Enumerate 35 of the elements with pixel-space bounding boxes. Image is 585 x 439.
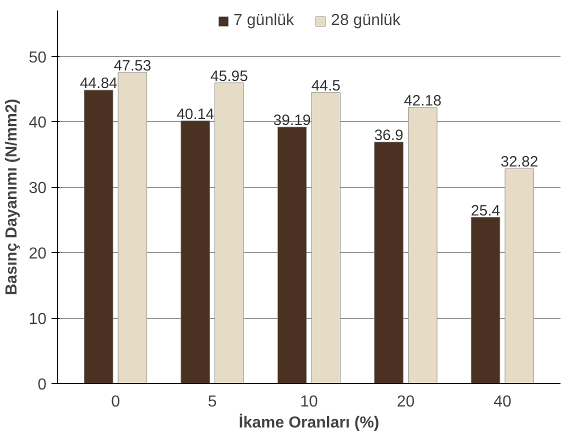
legend-label: 28 günlük — [331, 12, 400, 30]
bar — [311, 92, 341, 384]
data-label: 45.95 — [210, 68, 248, 85]
x-axis-title: İkame Oranları (%) — [238, 414, 380, 432]
data-label: 40.14 — [176, 106, 214, 123]
bar — [118, 72, 148, 384]
x-tick-label: 0 — [111, 394, 120, 410]
data-label: 32.82 — [500, 154, 538, 171]
y-tick-label: 20 — [28, 246, 47, 263]
bar — [84, 90, 114, 384]
data-label: 36.9 — [374, 127, 404, 144]
y-tick-label: 30 — [28, 180, 47, 198]
bar — [277, 126, 307, 384]
y-tick-label: 40 — [28, 114, 47, 132]
bar — [180, 120, 210, 384]
y-tick-label: 50 — [28, 49, 47, 66]
legend-label: 7 günlük — [234, 12, 294, 30]
y-tick-label: 10 — [28, 311, 47, 328]
data-label: 25.4 — [470, 202, 500, 220]
data-label: 47.53 — [114, 57, 152, 74]
data-label: 39.19 — [273, 112, 311, 130]
data-label: 44.5 — [311, 77, 341, 94]
bar — [374, 142, 404, 384]
x-tick-label: 40 — [494, 394, 512, 410]
x-tick-label: 20 — [396, 394, 415, 410]
x-tick-label: 5 — [208, 394, 217, 410]
data-label: 44.84 — [80, 75, 118, 92]
bar — [470, 217, 500, 384]
bar — [214, 82, 244, 384]
bar — [504, 168, 534, 384]
data-label: 42.18 — [404, 92, 442, 110]
x-tick-label: 10 — [300, 394, 318, 410]
y-axis-title: Basınç Dayanımı (N/mm2) — [4, 98, 21, 296]
bar — [408, 107, 438, 384]
y-tick-label: 0 — [38, 376, 47, 394]
